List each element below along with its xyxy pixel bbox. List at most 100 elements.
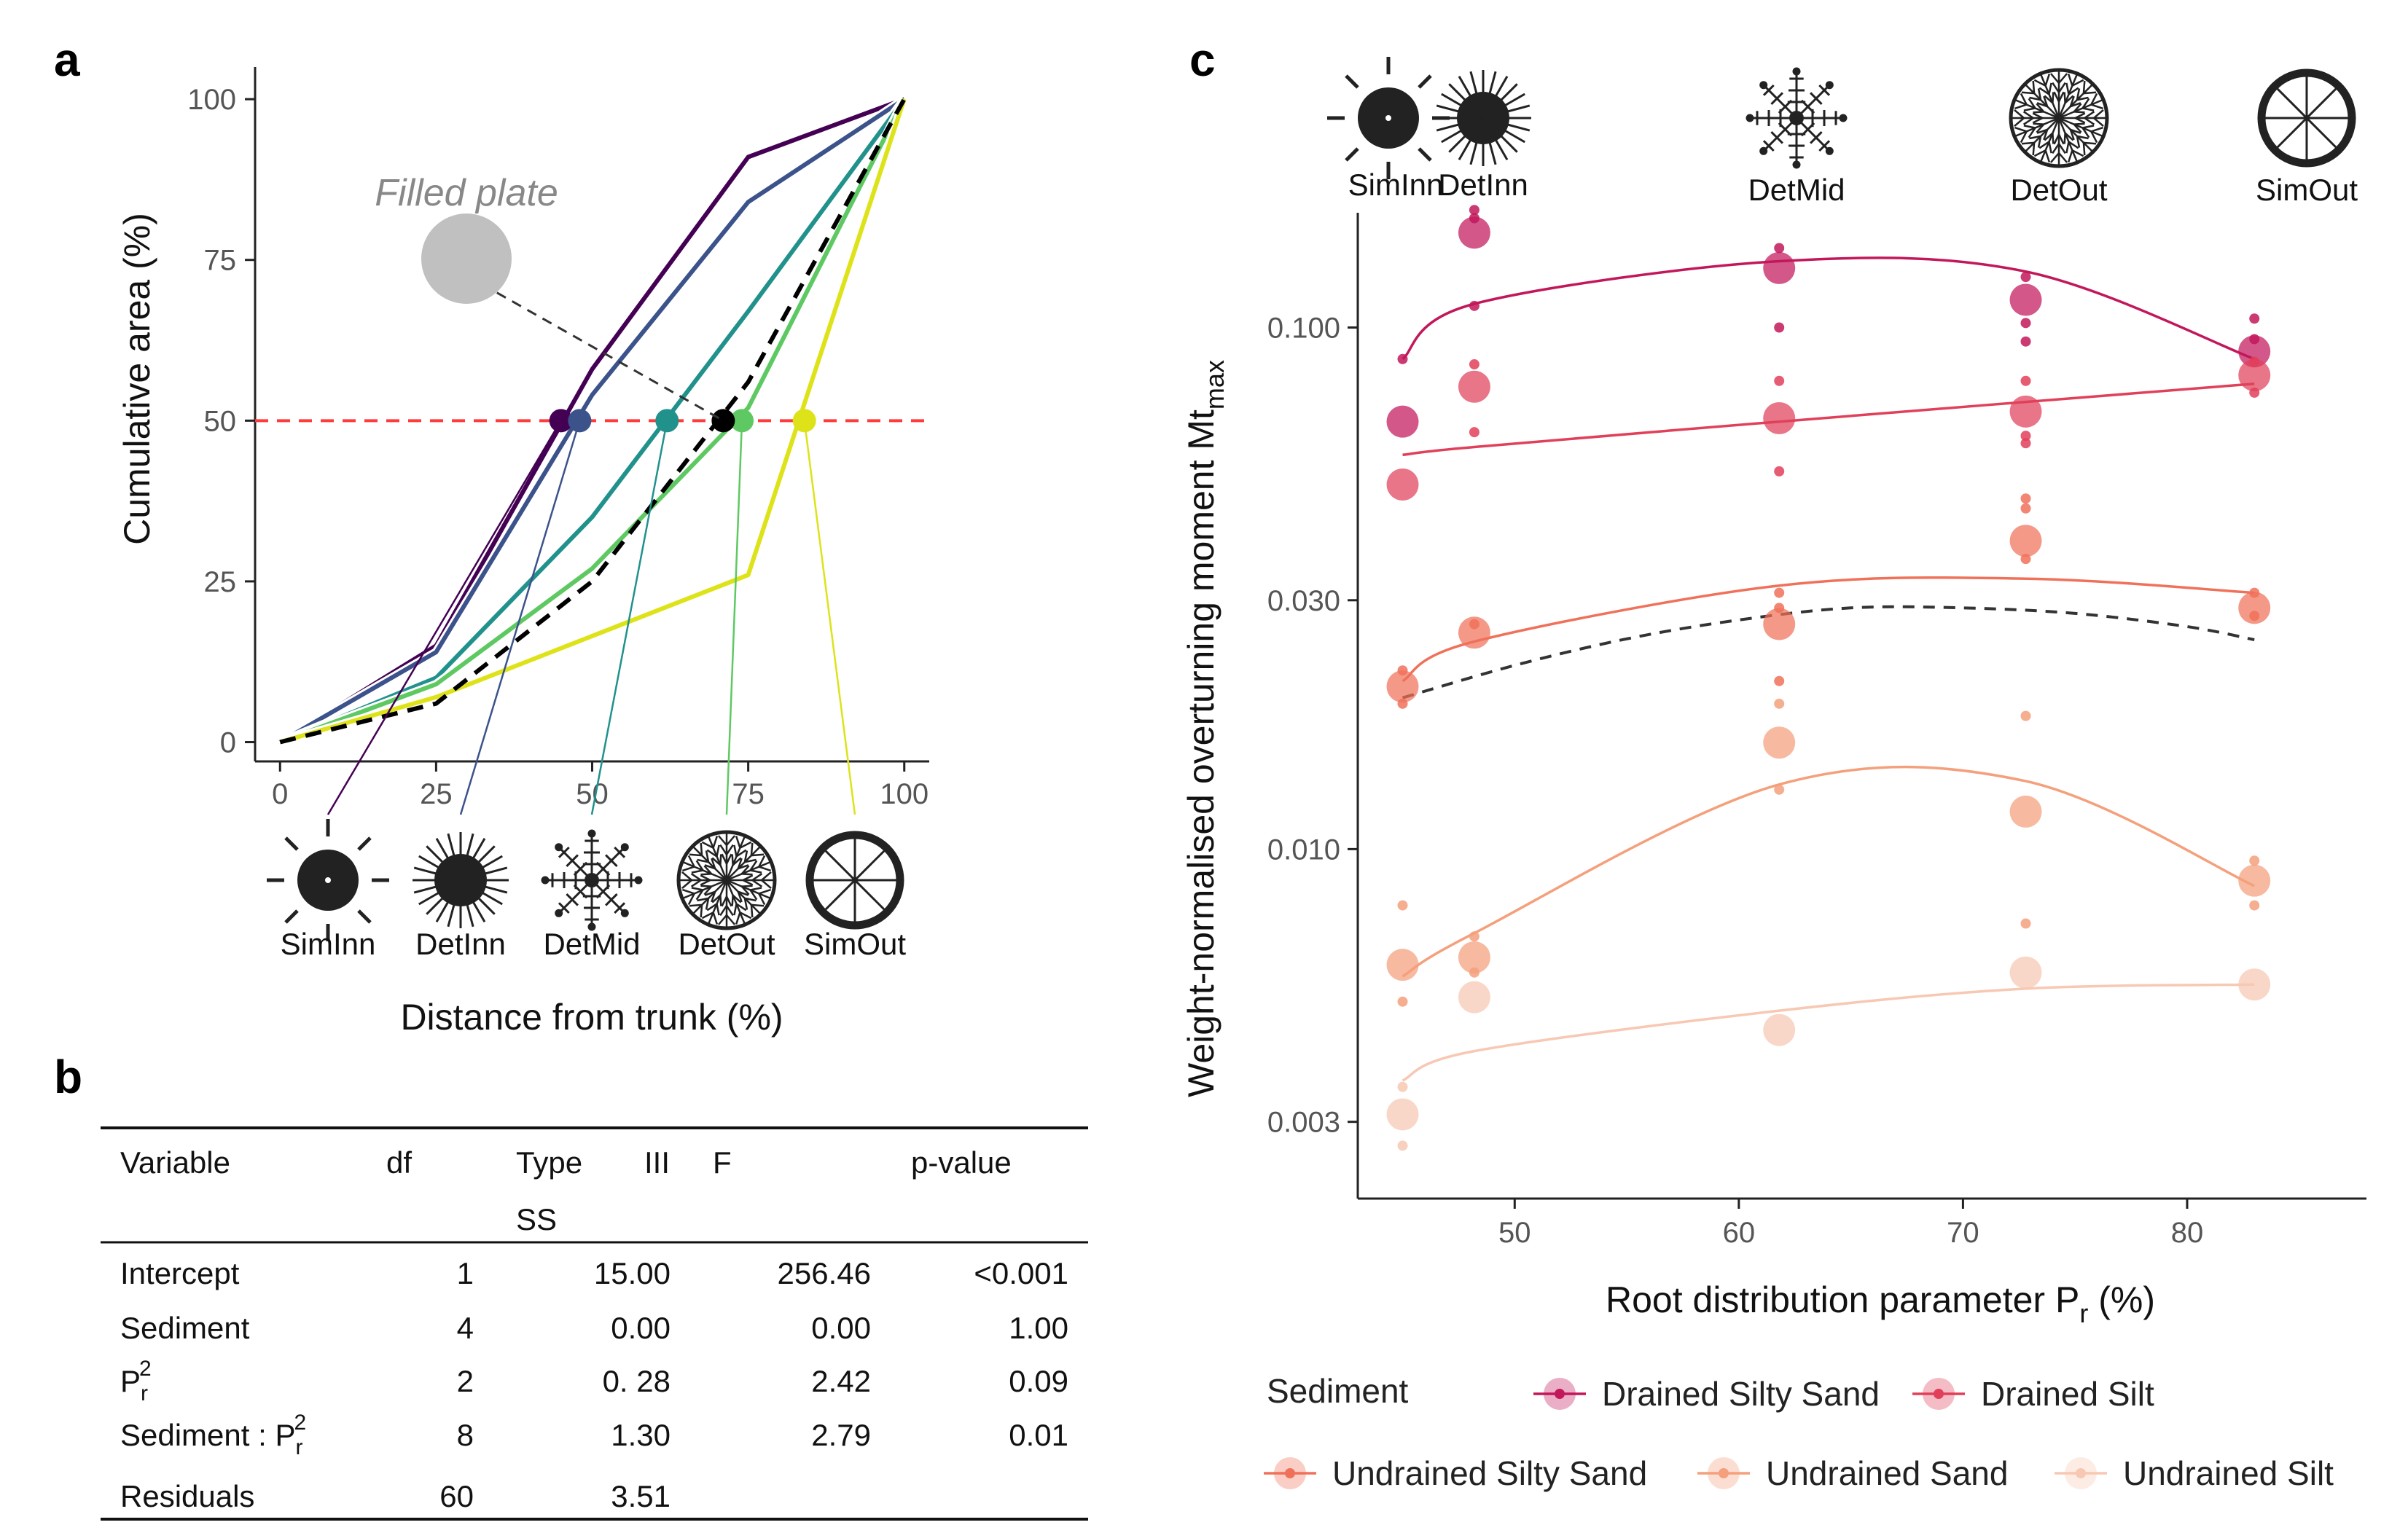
detinn-icon [411, 831, 510, 930]
table-cell: 15.00 [594, 1256, 671, 1290]
c-replicate-drained-silt [1774, 466, 1785, 477]
table-cell: 2 [457, 1364, 474, 1398]
a-half-point-filled-plate [711, 409, 735, 433]
table-row: Residuals 60 3.51 [120, 1479, 671, 1513]
table-row: Pr2 2 0. 28 2.42 0.09 [120, 1357, 1068, 1405]
table-cell-variable: Sediment [120, 1311, 250, 1345]
c-fit-undrained-silty-sand [1402, 576, 2255, 683]
table-cell: 0.00 [611, 1311, 671, 1345]
c-fit-drained-silty-sand [1402, 256, 2255, 361]
legend-label: Undrained Silt [2123, 1454, 2334, 1492]
table-cell: 0.01 [1009, 1418, 1068, 1452]
c-mean-drained-silt [1386, 468, 1419, 501]
c-replicate-drained-silty-sand [2249, 313, 2260, 324]
c-y-tick-label: 0.003 [1267, 1107, 1340, 1139]
table-cell-variable: Sediment : Pr2 [120, 1411, 306, 1459]
c-mean-undrained-sand [2238, 864, 2271, 897]
c-icon-label: DetMid [1748, 173, 1845, 207]
c-icon-label: DetInn [1438, 168, 1528, 202]
c-replicate-undrained-sand [2249, 855, 2260, 866]
c-mean-undrained-silty-sand [2238, 592, 2271, 624]
table-header-cell: III [644, 1145, 670, 1180]
a-x-tick-label: 75 [732, 778, 765, 810]
a-y-axis-title: Cumulative area (%) [117, 213, 157, 545]
detmid-icon [541, 829, 643, 931]
table-header-cell: p-value [911, 1145, 1012, 1180]
table-row: Sediment : Pr2 8 1.30 2.79 0.01 [120, 1411, 1068, 1459]
c-legend: Sediment Drained Silty Sand Drained Silt U… [1264, 1372, 2334, 1492]
a-icon-label: DetOut [678, 927, 775, 961]
c-fit-drained-silt [1402, 382, 2255, 457]
legend-label: Undrained Sand [1766, 1454, 2008, 1492]
c-replicate-drained-silt [1469, 427, 1479, 438]
c-replicate-undrained-silt [1397, 1081, 1408, 1092]
a-series-line-filled-plate [279, 98, 907, 745]
a-x-axis-title: Distance from trunk (%) [400, 997, 783, 1038]
c-icon-label: SimInn [1348, 168, 1444, 202]
simout-icon [2262, 73, 2352, 163]
c-mean-undrained-sand [1763, 726, 1796, 759]
c-mean-undrained-silty-sand [2009, 525, 2042, 557]
detout-icon [2011, 70, 2107, 166]
table-header-cell: SS [516, 1202, 557, 1236]
c-replicate-drained-silty-sand [1469, 300, 1479, 311]
table-header-cell: Variable [120, 1145, 230, 1180]
table-row: Intercept 1 15.00 256.46 <0.001 [120, 1256, 1068, 1290]
a-icon-label: SimInn [281, 927, 376, 961]
table-row: Sediment 4 0.00 0.00 1.00 [120, 1311, 1068, 1345]
a-connector-detmid [590, 420, 668, 815]
legend-item: Drained Silty Sand [1533, 1375, 1880, 1413]
c-replicate-drained-silty-sand [2020, 336, 2031, 347]
c-y-tick-label: 0.100 [1267, 312, 1340, 344]
c-replicate-undrained-silt [1397, 1140, 1408, 1151]
c-replicate-undrained-sand [1397, 996, 1408, 1007]
c-mean-undrained-silty-sand [1763, 608, 1796, 640]
c-fit-overall [1402, 605, 2255, 699]
c-replicate-drained-silt [1469, 359, 1479, 370]
c-mean-drained-silt [1458, 370, 1490, 403]
table-cell: 3.51 [611, 1479, 671, 1513]
c-y-tick-label: 0.030 [1267, 585, 1340, 617]
c-replicate-drained-silt [2020, 375, 2031, 386]
legend-item: Drained Silt [1912, 1375, 2154, 1413]
a-series-line-detout [279, 98, 907, 745]
panel-c-label: c [1189, 34, 1216, 86]
c-replicate-drained-silty-sand [1774, 322, 1785, 333]
c-mean-drained-silty-sand [1386, 405, 1419, 438]
c-mean-undrained-silt [2238, 968, 2271, 1001]
a-connector-simout [803, 420, 856, 815]
a-x-tick-label: 25 [420, 778, 453, 810]
detinn-icon [1434, 68, 1533, 168]
a-series-line-simout [279, 98, 907, 745]
a-icon-label: DetInn [415, 927, 506, 961]
table-cell: <0.001 [974, 1256, 1068, 1290]
table-cell: 8 [457, 1418, 474, 1452]
detout-icon [679, 832, 775, 928]
c-y-tick-label: 0.010 [1267, 834, 1340, 866]
legend-label: Undrained Silty Sand [1332, 1454, 1647, 1492]
legend-label: Drained Silt [1981, 1375, 2154, 1413]
table-cell: 0.09 [1009, 1364, 1068, 1398]
a-icon-label: SimOut [804, 927, 906, 961]
c-mean-drained-silty-sand [1763, 251, 1796, 284]
c-mean-undrained-sand [2009, 795, 2042, 828]
table-cell: 4 [457, 1311, 474, 1345]
siminn-icon [267, 819, 389, 941]
panel-c-chart: 50 60 70 80 0.003 0.010 0.030 0.100 SimInnDetIn… [1181, 57, 2366, 1492]
c-mean-undrained-sand [1458, 941, 1490, 973]
legend-label: Drained Silty Sand [1602, 1375, 1880, 1413]
c-mean-undrained-silt [1386, 1098, 1419, 1131]
a-series-line-detinn [278, 97, 906, 745]
a-y-tick-label: 100 [187, 84, 236, 116]
a-y-tick-label: 50 [204, 405, 237, 437]
c-mean-undrained-silt [1763, 1013, 1796, 1046]
c-replicate-undrained-sand [2020, 918, 2031, 929]
table-cell: 2.42 [811, 1364, 871, 1398]
c-replicate-undrained-silty-sand [1774, 587, 1785, 598]
a-y-tick-label: 0 [220, 727, 236, 759]
c-mean-drained-silt [1763, 402, 1796, 435]
a-connector-detout [725, 420, 743, 815]
panel-b-label: b [54, 1051, 82, 1103]
legend-item: Undrained Sand [1697, 1454, 2008, 1492]
table-cell-variable: Residuals [120, 1479, 254, 1513]
